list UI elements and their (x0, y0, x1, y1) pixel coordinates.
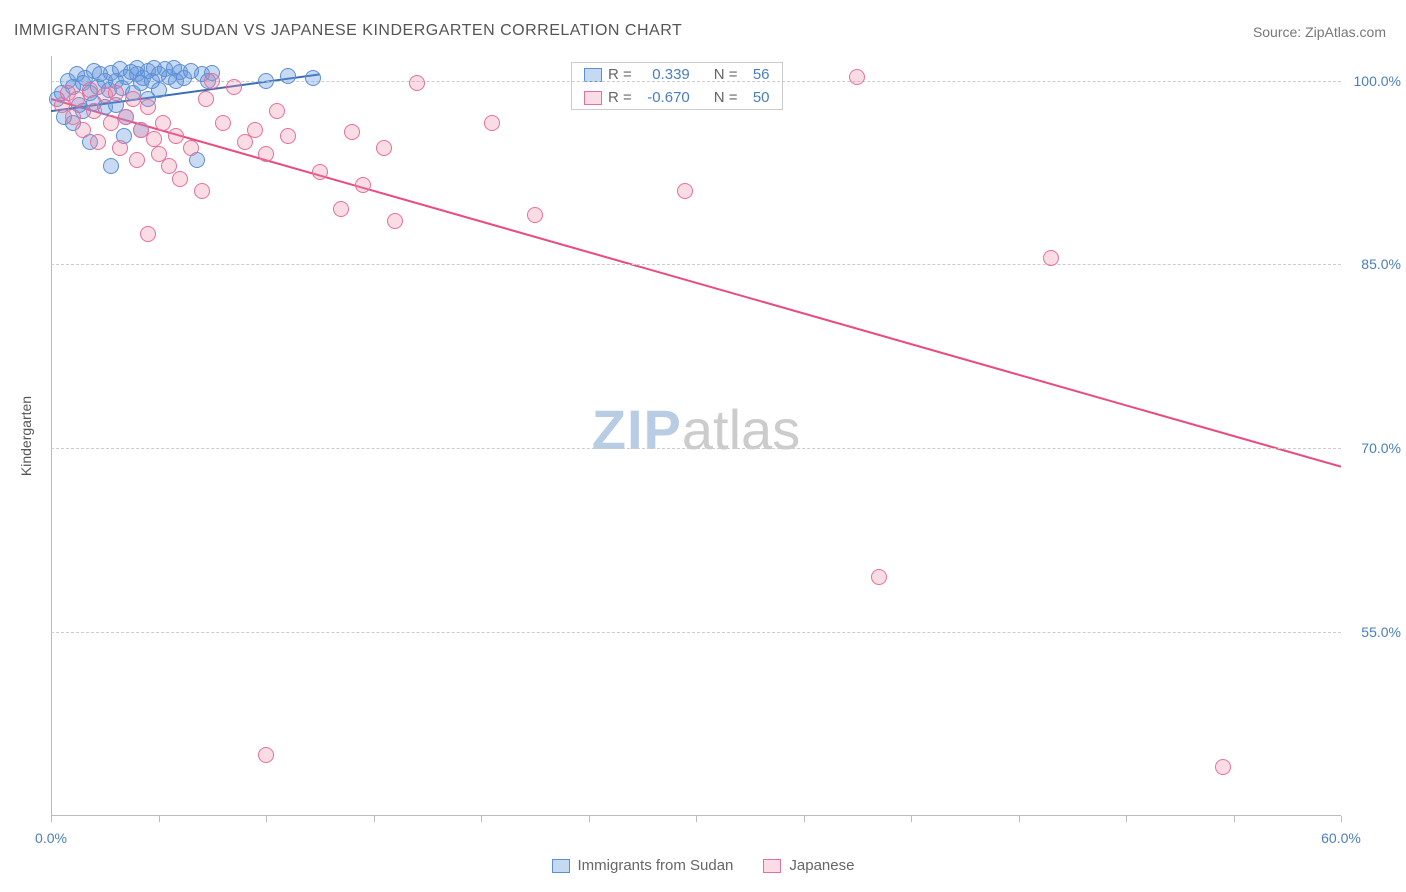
n-value-japanese: 50 (744, 89, 770, 106)
x-tick (374, 816, 375, 822)
stats-legend-row-sudan: R =0.339N =56 (572, 63, 782, 86)
scatter-point-japanese (118, 109, 134, 125)
scatter-point-sudan (305, 70, 321, 86)
stats-swatch-japanese (584, 91, 602, 105)
x-tick-label: 0.0% (35, 830, 67, 846)
x-tick (804, 816, 805, 822)
source-attribution: Source: ZipAtlas.com (1253, 24, 1386, 40)
scatter-point-sudan (103, 158, 119, 174)
scatter-point-japanese (409, 75, 425, 91)
scatter-point-japanese (86, 103, 102, 119)
legend-item-sudan: Immigrants from Sudan (552, 857, 734, 874)
scatter-point-japanese (527, 207, 543, 223)
gridline-h (51, 81, 1341, 82)
scatter-point-japanese (204, 73, 220, 89)
scatter-point-japanese (198, 91, 214, 107)
scatter-point-japanese (849, 69, 865, 85)
scatter-point-japanese (103, 115, 119, 131)
y-axis-label: Kindergarten (18, 396, 34, 476)
scatter-point-japanese (258, 146, 274, 162)
x-tick (159, 816, 160, 822)
r-value-japanese: -0.670 (638, 89, 690, 106)
bottom-legend: Immigrants from Sudan Japanese (0, 857, 1406, 874)
scatter-point-sudan (151, 82, 167, 98)
x-tick (589, 816, 590, 822)
scatter-point-japanese (333, 201, 349, 217)
scatter-point-japanese (125, 91, 141, 107)
stats-legend-row-japanese: R = -0.670 N = 50 (572, 86, 782, 109)
y-tick-label: 85.0% (1346, 256, 1401, 272)
scatter-point-japanese (355, 177, 371, 193)
scatter-point-japanese (75, 122, 91, 138)
n-label: N = (714, 89, 738, 106)
scatter-point-japanese (344, 124, 360, 140)
scatter-point-sudan (258, 73, 274, 89)
r-label: R = (608, 89, 632, 106)
scatter-point-japanese (168, 128, 184, 144)
plot-area: ZIPatlas R =0.339N =56R =-0.670N =50 55.… (51, 56, 1341, 816)
x-tick (1126, 816, 1127, 822)
gridline-h (51, 448, 1341, 449)
scatter-point-japanese (90, 134, 106, 150)
scatter-point-japanese (140, 226, 156, 242)
gridline-h (51, 264, 1341, 265)
scatter-point-japanese (280, 128, 296, 144)
y-axis-line (51, 56, 52, 816)
x-tick (1234, 816, 1235, 822)
y-tick-label: 55.0% (1346, 624, 1401, 640)
x-tick (1019, 816, 1020, 822)
scatter-point-japanese (146, 131, 162, 147)
legend-label-sudan: Immigrants from Sudan (578, 857, 734, 874)
watermark: ZIPatlas (592, 397, 800, 462)
x-tick (696, 816, 697, 822)
scatter-point-japanese (108, 85, 124, 101)
scatter-point-japanese (871, 569, 887, 585)
x-tick-label: 60.0% (1321, 830, 1361, 846)
scatter-point-japanese (312, 164, 328, 180)
scatter-point-japanese (484, 115, 500, 131)
scatter-point-japanese (82, 82, 98, 98)
scatter-point-japanese (129, 152, 145, 168)
gridline-h (51, 632, 1341, 633)
trend-lines-svg (51, 56, 1341, 816)
watermark-atlas: atlas (682, 398, 800, 461)
scatter-point-japanese (172, 171, 188, 187)
scatter-point-japanese (1043, 250, 1059, 266)
scatter-point-japanese (677, 183, 693, 199)
legend-item-japanese: Japanese (763, 857, 854, 874)
scatter-point-japanese (112, 140, 128, 156)
stats-swatch-sudan (584, 68, 602, 82)
scatter-point-japanese (226, 79, 242, 95)
x-tick (1341, 816, 1342, 822)
x-tick (266, 816, 267, 822)
x-tick (481, 816, 482, 822)
trend-line-japanese (51, 99, 1341, 467)
legend-swatch-sudan (552, 859, 570, 873)
scatter-point-japanese (387, 213, 403, 229)
scatter-point-japanese (183, 140, 199, 156)
scatter-point-japanese (1215, 759, 1231, 775)
scatter-point-japanese (376, 140, 392, 156)
x-tick (51, 816, 52, 822)
y-tick-label: 100.0% (1346, 73, 1401, 89)
scatter-point-japanese (215, 115, 231, 131)
legend-label-japanese: Japanese (789, 857, 854, 874)
chart-title: IMMIGRANTS FROM SUDAN VS JAPANESE KINDER… (14, 22, 682, 40)
chart-container: IMMIGRANTS FROM SUDAN VS JAPANESE KINDER… (0, 0, 1406, 892)
scatter-point-japanese (269, 103, 285, 119)
scatter-point-japanese (258, 747, 274, 763)
y-tick-label: 70.0% (1346, 440, 1401, 456)
watermark-zip: ZIP (592, 398, 682, 461)
scatter-point-japanese (155, 115, 171, 131)
legend-swatch-japanese (763, 859, 781, 873)
scatter-point-japanese (194, 183, 210, 199)
x-tick (911, 816, 912, 822)
scatter-point-japanese (247, 122, 263, 138)
stats-legend: R =0.339N =56 R = -0.670 N = 50 (571, 62, 783, 110)
scatter-point-japanese (140, 99, 156, 115)
scatter-point-sudan (280, 68, 296, 84)
